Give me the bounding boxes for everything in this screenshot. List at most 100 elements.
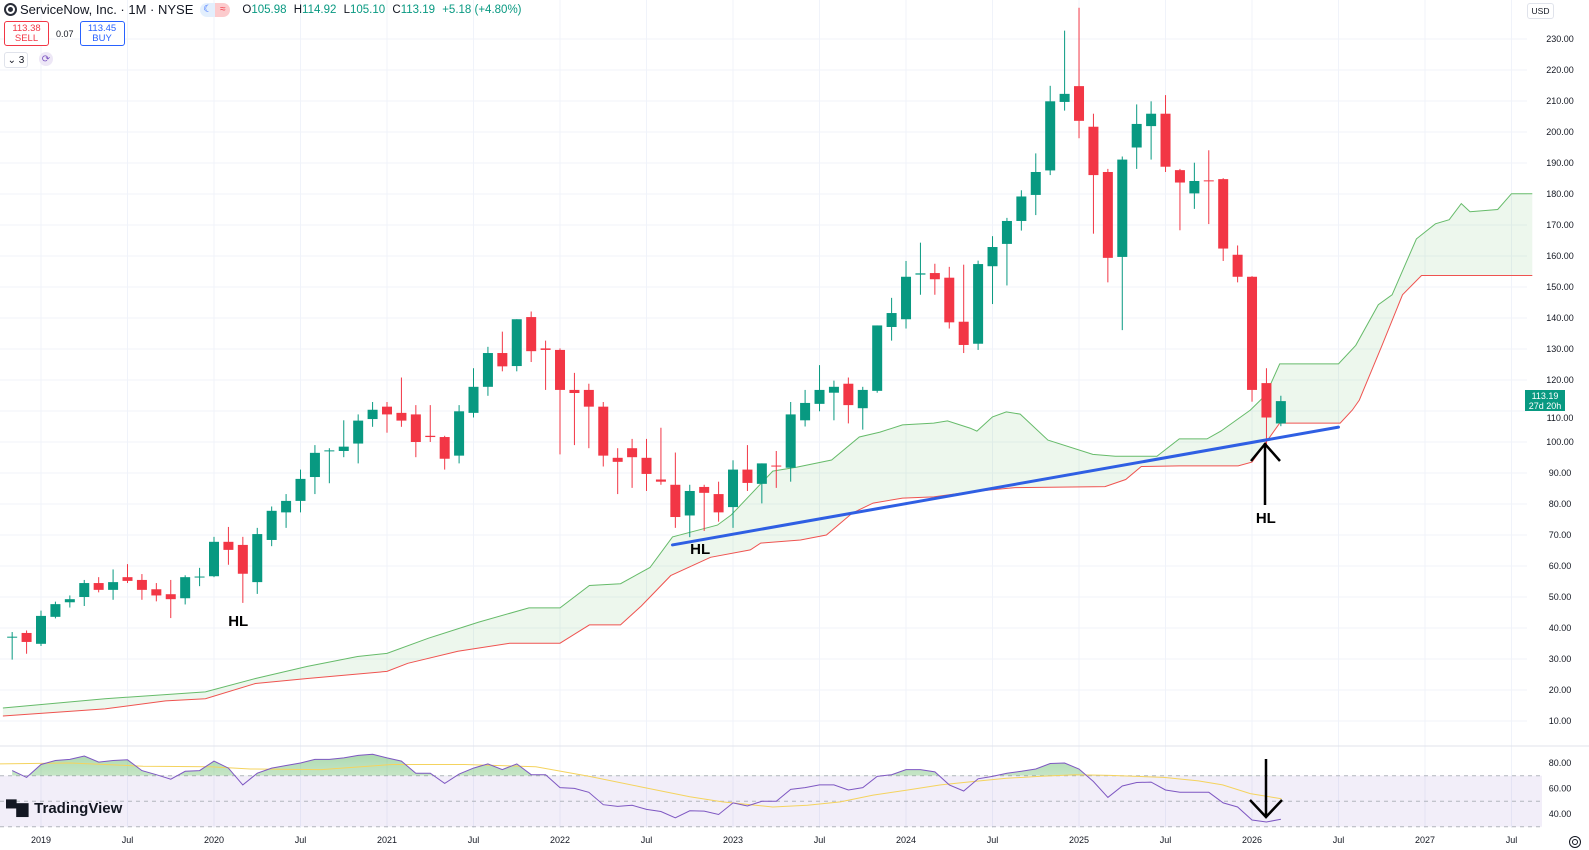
candle-down[interactable] [1088,113,1099,234]
candle-up[interactable] [252,527,263,594]
candle-down[interactable] [944,266,955,329]
candle-up[interactable] [756,463,767,504]
candle-up[interactable] [728,460,739,528]
down-arrow-icon[interactable] [1249,759,1283,819]
hl-annotation[interactable]: HL [690,541,710,558]
candle-down[interactable] [958,264,969,354]
candle-up[interactable] [180,575,191,605]
candle-up[interactable] [194,567,205,587]
candle-up[interactable] [468,368,479,418]
candle-down[interactable] [583,383,594,449]
candle-down[interactable] [165,579,176,619]
candle-up[interactable] [1189,162,1200,209]
candle-up[interactable] [785,402,796,482]
candle-up[interactable] [7,632,18,660]
candle-down[interactable] [843,377,854,424]
price-axis[interactable]: 10.00 20.00 30.00 40.00 50.00 60.00 70.00 80.00… [1546,34,1574,726]
candle-down[interactable] [237,536,248,603]
candle-down[interactable] [1160,95,1171,172]
candle-down[interactable] [1218,178,1229,261]
candle-down[interactable] [223,526,234,565]
candle-down[interactable] [1232,245,1243,283]
candle-down[interactable] [598,402,609,467]
candle-up[interactable] [309,445,320,495]
candle-down[interactable] [1074,7,1085,139]
candle-down[interactable] [929,263,940,295]
candle-down[interactable] [1203,150,1214,225]
candle-down[interactable] [1247,276,1258,402]
candle-up[interactable] [108,569,119,600]
symbol-title[interactable]: ServiceNow, Inc. · 1M · NYSE [20,2,194,17]
candle-down[interactable] [555,348,566,455]
candle-up[interactable] [814,365,825,412]
candle-down[interactable] [713,481,724,522]
hl-annotation[interactable]: HL [228,613,248,630]
candle-down[interactable] [771,450,782,488]
candle-down[interactable] [540,340,551,390]
candle-down[interactable] [670,452,681,528]
candle-up[interactable] [1030,153,1041,216]
candle-up[interactable] [684,484,695,538]
candle-up[interactable] [973,260,984,350]
candle-up[interactable] [482,346,493,396]
candle-up[interactable] [511,319,522,372]
candle-up[interactable] [454,405,465,464]
trendline[interactable] [670,425,1340,547]
candle-up[interactable] [915,242,926,295]
candle-down[interactable] [655,427,666,485]
candle-up[interactable] [1001,217,1012,286]
candle-up[interactable] [1059,30,1070,111]
candle-down[interactable] [93,577,104,593]
candle-up[interactable] [886,297,897,341]
candle-up[interactable] [266,506,277,547]
up-arrow-icon[interactable] [1250,442,1281,505]
candle-up[interactable] [1275,395,1286,427]
data-problem-icon[interactable]: ≈ [215,2,231,17]
candle-up[interactable] [1131,104,1142,169]
candle-up[interactable] [1016,190,1027,231]
candle-up[interactable] [324,448,335,484]
settings-gear-icon[interactable] [1569,836,1581,848]
candle-down[interactable] [151,583,162,602]
drawings[interactable]: HL HL HL [228,425,1340,630]
candle-up[interactable] [1146,101,1157,160]
candle-up[interactable] [338,420,349,458]
candle-down[interactable] [497,331,508,372]
candle-down[interactable] [439,435,450,470]
candle-down[interactable] [21,630,32,654]
candle-up[interactable] [36,610,46,646]
candle-up[interactable] [367,402,378,427]
indicators-collapse-button[interactable]: ⌄ 3 [4,52,28,68]
candle-up[interactable] [800,389,811,427]
candle-down[interactable] [410,405,421,458]
candle-down[interactable] [612,448,623,495]
candle-up[interactable] [857,386,868,430]
candle-up[interactable] [987,236,998,305]
candle-down[interactable] [526,311,537,363]
candle-up[interactable] [1045,85,1056,176]
candle-up[interactable] [79,579,90,606]
hl-annotation[interactable]: HL [1256,510,1276,527]
tradingview-logo[interactable]: ▀▆ TradingView [6,799,122,818]
candle-down[interactable] [1261,368,1272,447]
candle-down[interactable] [1102,168,1113,283]
candle-up[interactable] [295,469,306,513]
candle-down[interactable] [136,574,147,600]
candle-down[interactable] [627,438,638,488]
refresh-icon[interactable]: ⟳ [39,52,53,66]
candle-down[interactable] [122,564,133,584]
candle-up[interactable] [64,595,75,608]
buy-button[interactable]: 113.45 BUY [79,21,125,46]
rsi-pane[interactable]: 80.00 60.00 40.00 [0,753,1571,828]
candle-down[interactable] [569,372,580,446]
candle-up[interactable] [1117,156,1128,331]
candle-down[interactable] [699,484,710,531]
candle-down[interactable] [742,445,753,491]
candle-up[interactable] [50,601,61,619]
candle-down[interactable] [396,377,407,427]
candle-up[interactable] [901,260,912,329]
market-session-moon-icon[interactable]: ☾ [200,2,216,17]
candle-up[interactable] [353,414,364,464]
candle-up[interactable] [209,536,220,578]
